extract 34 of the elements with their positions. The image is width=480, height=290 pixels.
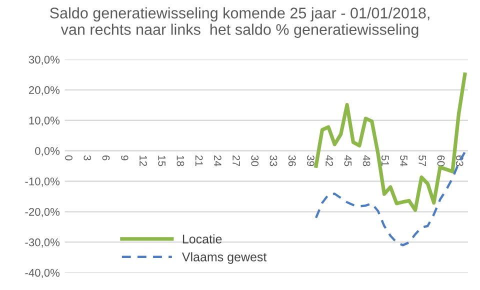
x-tick-label: 0 (65, 155, 72, 160)
x-tick-label: 39 (307, 155, 314, 166)
x-tick-label: 21 (195, 155, 203, 166)
y-tick-label: -30,0% (25, 238, 60, 248)
x-tick-label: 42 (326, 155, 334, 166)
chart-title: Saldo generatiewisseling komende 25 jaar - 01/01/2018, van rechts naar links het saldo % generatiewisseling (50, 7, 430, 38)
y-tick-label: 0,0% (35, 147, 60, 156)
legend-label: Vlaams gewest (182, 252, 267, 264)
x-tick-label: 6 (102, 155, 110, 160)
x-tick-label: 15 (158, 156, 166, 166)
x-tick-label: 30 (251, 155, 259, 166)
x-tick-label: 48 (362, 155, 370, 166)
x-tick-label: 57 (418, 155, 426, 166)
x-tick-label: 12 (140, 156, 147, 166)
x-tick-label: 45 (344, 155, 352, 166)
x-tick-label: 33 (270, 155, 278, 166)
x-tick-label: 18 (176, 156, 184, 166)
y-tick-label: 30,0% (28, 56, 60, 65)
y-tick-label: -40,0% (25, 268, 60, 278)
legend-label: Locatie (182, 234, 222, 244)
line-series (314, 150, 466, 246)
y-tick-label: -20,0% (25, 208, 60, 218)
y-tick-label: 10,0% (29, 116, 60, 126)
x-tick-label: 3 (84, 155, 92, 160)
x-tick-label: 54 (400, 155, 408, 166)
x-tick-label: 51 (381, 155, 389, 166)
y-tick-label: -10,0% (25, 178, 60, 187)
y-tick-label: 20,0% (28, 86, 60, 96)
x-tick-label: 36 (288, 155, 296, 166)
x-tick-label: 9 (120, 155, 128, 160)
x-tick-label: 24 (214, 155, 222, 166)
x-tick-label: 60 (437, 155, 445, 166)
x-tick-label: 27 (232, 155, 240, 166)
line-series (314, 72, 467, 212)
